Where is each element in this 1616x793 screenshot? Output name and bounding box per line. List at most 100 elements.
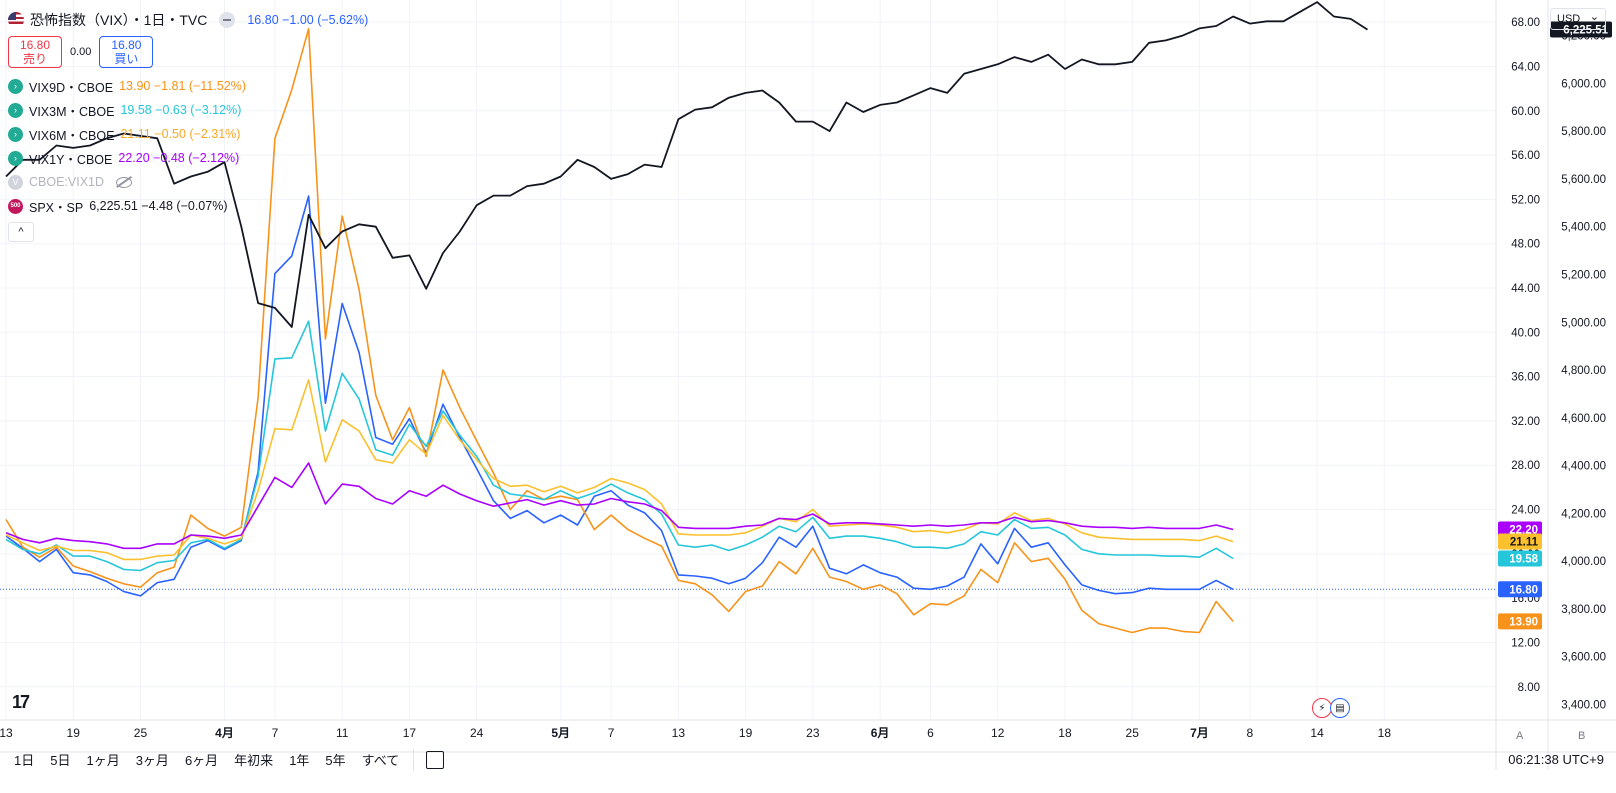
tradingview-logo[interactable]: 17	[12, 692, 30, 712]
legend-row-vix9d[interactable]: › VIX9D・CBOE 13.90 −1.81 (−11.52%)	[8, 74, 368, 98]
x-axis-tick: 7	[272, 726, 279, 740]
legend-quote: 19.58 −0.63 (−3.12%)	[120, 103, 242, 117]
range-ytd[interactable]: 年初来	[234, 753, 274, 768]
main-quote: 16.80 −1.00 (−5.62%)	[247, 13, 369, 27]
legend-name: VIX6M・CBOE	[29, 128, 115, 143]
legend-quote: 21.11 −0.50 (−2.31%)	[120, 127, 241, 141]
legend-row-spx[interactable]: 500 SPX・SP 6,225.51 −4.48 (−0.07%)	[8, 194, 368, 218]
range-6m[interactable]: 6ヶ月	[184, 753, 219, 768]
right-axis-tick: 5,400.00	[1561, 222, 1606, 234]
left-axis-tick: 8.00	[1518, 682, 1540, 694]
right-axis-tick: 6,000.00	[1561, 78, 1606, 90]
series-line-0	[5, 195, 1234, 597]
header-row: 恐怖指数（VIX）・1日・TVC 16.80 −1.00 (−5.62%)	[8, 8, 368, 32]
price-label-bg	[1498, 533, 1542, 550]
series-line-4	[5, 462, 1234, 550]
left-axis-tick: 12.00	[1511, 637, 1540, 649]
buy-button[interactable]: 16.80 買い	[99, 36, 154, 68]
series-line-3	[5, 379, 1234, 561]
price-label-bg	[1498, 521, 1542, 538]
axis-a-button[interactable]: A	[1516, 730, 1524, 742]
minimize-icon[interactable]	[219, 12, 236, 28]
x-axis-tick: 18	[1058, 726, 1072, 740]
legend: 恐怖指数（VIX）・1日・TVC 16.80 −1.00 (−5.62%) 16…	[8, 8, 368, 242]
left-axis-tick: 32.00	[1511, 416, 1540, 428]
trade-box: 16.80 売り 0.00 16.80 買い	[8, 36, 368, 68]
sell-price: 16.80	[19, 38, 51, 52]
left-axis-tick: 36.00	[1511, 372, 1540, 384]
right-axis-tick: 4,400.00	[1561, 461, 1606, 473]
sell-button[interactable]: 16.80 売り	[8, 36, 62, 68]
bottom-toolbar: 1日 5日 1ヶ月 3ヶ月 6ヶ月 年初来 1年 5年 すべて 06:21:38…	[0, 732, 1616, 787]
symbol-icon: ›	[8, 78, 23, 94]
right-axis-tick: 5,000.00	[1561, 317, 1606, 329]
x-axis-tick: 7月	[1190, 726, 1209, 740]
left-axis-tick: 60.00	[1511, 106, 1540, 118]
legend-row-vix3m[interactable]: › VIX3M・CBOE 19.58 −0.63 (−3.12%)	[8, 98, 368, 122]
right-axis-tick: 3,800.00	[1561, 604, 1606, 616]
event-flash-icon[interactable]: ⚡	[1312, 698, 1332, 718]
x-axis-tick: 17	[403, 726, 417, 740]
range-1d[interactable]: 1日	[14, 753, 35, 768]
range-1m[interactable]: 1ヶ月	[86, 753, 120, 768]
legend-row-vix1d[interactable]: V CBOE:VIX1D	[8, 170, 368, 194]
x-axis-tick: 18	[1378, 726, 1392, 740]
legend-name: VIX9D・CBOE	[29, 80, 114, 95]
right-axis-tick: 5,200.00	[1561, 269, 1606, 281]
right-axis-tick: 4,200.00	[1561, 508, 1606, 520]
sell-label: 売り	[22, 52, 47, 66]
price-label-bg	[1498, 613, 1542, 630]
series-line-1	[5, 28, 1234, 634]
x-axis-tick: 7	[608, 726, 615, 740]
left-axis-tick: 40.00	[1511, 327, 1540, 339]
toolbar-divider	[413, 748, 415, 771]
price-label-bg	[1498, 581, 1542, 598]
x-axis-tick: 12	[991, 726, 1005, 740]
price-label: 13.90	[1509, 616, 1538, 628]
right-axis-tick: 4,600.00	[1561, 413, 1606, 425]
chart-title[interactable]: 恐怖指数（VIX）・1日・TVC	[30, 12, 208, 28]
currency-select[interactable]: USD	[1550, 8, 1606, 30]
range-3m[interactable]: 3ヶ月	[135, 753, 169, 768]
legend-quote: 22.20 −0.48 (−2.12%)	[118, 151, 240, 165]
legend-row-vix6m[interactable]: › VIX6M・CBOE 21.11 −0.50 (−2.31%)	[8, 122, 368, 146]
x-axis-tick: 4月	[215, 726, 234, 740]
range-5d[interactable]: 5日	[50, 753, 71, 768]
price-label: 22.20	[1509, 524, 1538, 536]
x-axis-tick: 6月	[871, 726, 890, 740]
left-axis-tick: 64.00	[1511, 61, 1540, 73]
spread-value: 0.00	[70, 46, 92, 58]
x-axis-tick: 24	[470, 726, 484, 740]
range-5y[interactable]: 5年	[325, 753, 346, 768]
symbol-icon: ›	[8, 126, 23, 142]
legend-name: SPX・SP	[29, 200, 84, 215]
price-label: 19.58	[1509, 553, 1538, 565]
clock[interactable]: 06:21:38 UTC+9	[1508, 752, 1604, 767]
symbol-icon: ›	[8, 150, 23, 166]
collapse-legend-button[interactable]: ^	[8, 222, 34, 242]
left-axis-tick: 24.00	[1511, 505, 1540, 517]
axis-b-button[interactable]: B	[1578, 730, 1586, 742]
symbol-icon: ›	[8, 102, 23, 118]
price-label-bg	[1498, 550, 1542, 567]
hidden-eye-icon[interactable]	[116, 176, 133, 188]
right-axis-tick: 3,600.00	[1561, 652, 1606, 664]
right-axis-tick: 4,000.00	[1561, 556, 1606, 568]
us-flag-icon	[8, 12, 24, 28]
event-flag-icon[interactable]: ▤	[1330, 698, 1350, 718]
left-axis-tick: 56.00	[1511, 150, 1540, 162]
range-1y[interactable]: 1年	[289, 753, 310, 768]
x-axis-tick: 25	[1126, 726, 1140, 740]
legend-name: CBOE:VIX1D	[29, 175, 105, 189]
right-axis-tick: 4,800.00	[1561, 365, 1606, 377]
legend-row-vix1y[interactable]: › VIX1Y・CBOE 22.20 −0.48 (−2.12%)	[8, 146, 368, 170]
x-axis-tick: 6	[927, 726, 934, 740]
range-all[interactable]: すべて	[361, 753, 400, 768]
left-axis-tick: 52.00	[1511, 194, 1540, 206]
x-axis-tick: 13	[672, 726, 686, 740]
calendar-icon[interactable]	[426, 750, 445, 769]
symbol-icon: V	[8, 174, 23, 190]
x-axis-tick: 19	[67, 726, 81, 740]
right-axis-tick: 3,400.00	[1561, 699, 1606, 711]
right-axis-tick: 5,800.00	[1561, 126, 1606, 138]
